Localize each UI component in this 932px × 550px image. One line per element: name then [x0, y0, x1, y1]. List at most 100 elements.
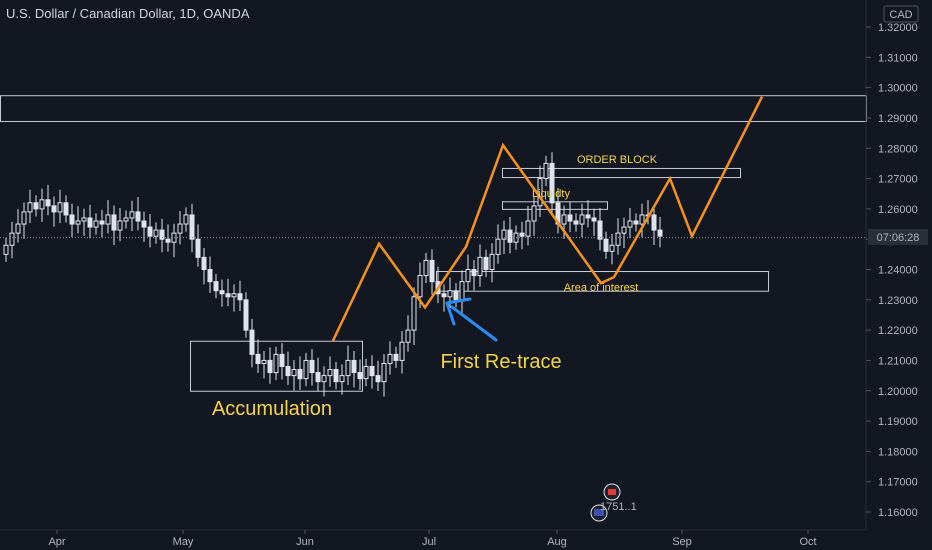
candle-body [375, 375, 381, 383]
candle-body [153, 229, 159, 237]
time-tick-label: Aug [547, 536, 567, 548]
price-tick-label: 1.27000 [878, 174, 918, 186]
economic-events-badge[interactable]: 1751..1 [590, 483, 637, 522]
candle-body [159, 229, 165, 240]
candle-body [501, 229, 507, 240]
candle-body [441, 293, 447, 298]
candle-body [639, 214, 645, 225]
zone-order-block[interactable] [502, 167, 741, 179]
candle-body [15, 223, 21, 234]
candle-body [657, 229, 663, 237]
price-tick-label: 1.29000 [878, 113, 918, 125]
candle-body [543, 162, 549, 180]
candle-body [63, 202, 69, 216]
area-of-interest-label: Area of interest [564, 282, 639, 294]
candle-body [369, 366, 375, 377]
candle-body [567, 214, 573, 222]
candle-body [603, 238, 609, 252]
accumulation-label: Accumulation [212, 398, 332, 420]
candle-body [339, 375, 345, 383]
candle-body [507, 229, 513, 243]
candle-body [519, 232, 525, 237]
candle-body [21, 211, 27, 225]
candle-body [549, 162, 555, 204]
price-tick-label: 1.17000 [878, 477, 918, 489]
price-tick-label: 1.31000 [878, 52, 918, 64]
price-tick-label: 1.28000 [878, 143, 918, 155]
candle-body [9, 232, 15, 246]
candle-body [93, 220, 99, 228]
candle-body [633, 220, 639, 225]
candle-body [363, 366, 369, 380]
price-tick-label: 1.19000 [878, 416, 918, 428]
candle-body [579, 214, 585, 225]
candle-body [189, 214, 195, 240]
candle-body [225, 293, 231, 298]
candle-body [321, 375, 327, 383]
candle-body [309, 359, 315, 374]
event-badge-label: 1751..1 [600, 501, 637, 513]
time-tick-label: Oct [799, 536, 816, 548]
candle-body [135, 211, 141, 222]
currency-badge[interactable] [883, 5, 919, 23]
candle-body [345, 359, 351, 377]
time-tick-label: Jul [422, 536, 436, 548]
candle-body [207, 269, 213, 283]
zone-resistance-band[interactable] [0, 95, 867, 122]
candles-layer [3, 152, 663, 397]
candle-body [279, 353, 285, 367]
candle-body [531, 205, 537, 222]
candle-body [591, 217, 597, 222]
candle-body [387, 353, 393, 364]
candle-body [627, 220, 633, 228]
candle-body [351, 359, 357, 374]
candle-body [381, 362, 387, 383]
candle-body [111, 214, 117, 231]
candle-body [219, 290, 225, 295]
chart-title: U.S. Dollar / Canadian Dollar, 1D, OANDA [6, 6, 250, 21]
candle-body [105, 214, 111, 225]
candle-body [489, 253, 495, 270]
candle-body [237, 293, 243, 301]
candle-body [165, 238, 171, 243]
candle-body [75, 220, 81, 225]
candle-body [417, 275, 423, 298]
candle-body [231, 293, 237, 298]
candle-body [141, 220, 147, 228]
price-tick-label: 1.18000 [878, 446, 918, 458]
candle-body [123, 217, 129, 222]
order-block-label: ORDER BLOCK [577, 154, 658, 166]
candle-body [609, 244, 615, 252]
price-tick-label: 1.22000 [878, 325, 918, 337]
candle-body [483, 256, 489, 270]
candle-body [147, 226, 153, 237]
candle-body [45, 199, 51, 207]
price-tick-label: 1.23000 [878, 295, 918, 307]
candle-body [405, 329, 411, 343]
price-tick-label: 1.32000 [878, 22, 918, 34]
candle-body [327, 369, 333, 377]
price-axis: 1.32000 1.31000 1.30000 1.29000 1.28000 1.270… [866, 22, 918, 519]
price-tick-label: 1.16000 [878, 507, 918, 519]
time-axis: Apr May Jun Jul Aug Sep Oct [48, 530, 817, 548]
candle-body [243, 299, 249, 331]
candle-body [459, 281, 465, 301]
price-tick-label: 1.20000 [878, 386, 918, 398]
candle-body [273, 353, 279, 374]
candle-body [33, 202, 39, 210]
candle-body [315, 372, 321, 383]
time-tick-label: Sep [672, 536, 692, 548]
countdown-label: 07:06:28 [877, 232, 920, 244]
candle-body [393, 353, 399, 361]
time-tick-label: Jun [296, 536, 314, 548]
candle-body [3, 244, 9, 255]
zone-liquidity[interactable] [502, 201, 608, 210]
candle-body [297, 369, 303, 380]
candle-body [249, 329, 255, 355]
candle-body [573, 220, 579, 225]
candle-body [291, 369, 297, 377]
price-tick-label: 1.30000 [878, 83, 918, 95]
candle-body [303, 359, 309, 380]
candle-body [429, 259, 435, 283]
